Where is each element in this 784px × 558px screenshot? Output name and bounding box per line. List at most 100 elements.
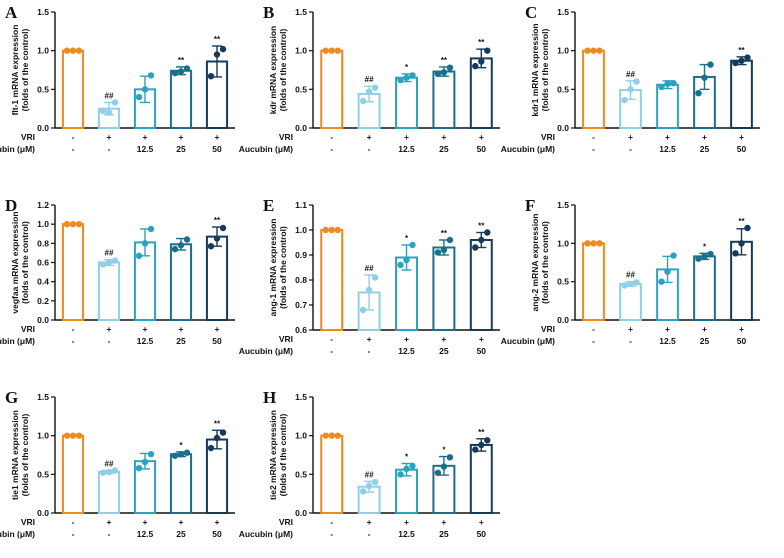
panel-c-data-point: [732, 59, 739, 67]
panel-b-vri-cell: +: [441, 132, 446, 142]
panel-g-letter: G: [5, 388, 18, 407]
panel-c-vri-cell: +: [628, 132, 633, 142]
panel-e-vri-cell: +: [367, 334, 372, 344]
panel-g-vri-cell: +: [143, 517, 148, 527]
panel-f-bar: [619, 282, 642, 322]
panel-d-data-point: [105, 259, 113, 266]
panel-a-data-point: [135, 93, 143, 101]
panel-f-significance: ##: [626, 271, 635, 280]
panel-f-aucubin-row-label: Aucubin (μM): [501, 336, 555, 346]
panel-d-data-point: [111, 257, 119, 264]
panel-e-vri-cell: +: [479, 334, 484, 344]
panel-g-significance: **: [214, 419, 221, 428]
panel-g-data-point: [141, 458, 149, 466]
panel-d-letter: D: [5, 196, 17, 215]
panel-g-data-point: [207, 444, 215, 452]
panel-a-vri-cell: +: [179, 132, 184, 142]
panel-e-ytick-label: 0.6: [295, 325, 307, 335]
panel-d-data-point: [207, 243, 215, 250]
panel-e-ylabel-line2: (folds of the control): [278, 226, 288, 309]
panel-h-ytick-label: 0.0: [295, 508, 307, 518]
panel-d-bar: [61, 223, 85, 322]
panel-b-data-point: [371, 84, 379, 91]
panel-a-ytick-label: 1.5: [37, 7, 49, 17]
panel-c-ylabel-line1: kdr1 mRNA expression: [530, 23, 540, 116]
panel-c-vri-row-label: VRI: [541, 132, 555, 142]
panel-f-aucubin-cell: 50: [737, 336, 747, 346]
panel-h-ylabel-line2: (folds of the control): [278, 414, 288, 497]
panel-h-bar: [469, 443, 493, 514]
panel-c-aucubin-cell: 12.5: [659, 144, 676, 154]
panel-c-bar: [582, 49, 605, 130]
panel-g-ytick-label: 1.0: [37, 431, 49, 441]
panel-f-data-point: [701, 253, 708, 260]
panel-g-bar: [169, 453, 193, 514]
panel-a-vri-row-label: VRI: [21, 132, 35, 142]
panel-e-ytick-label: 0.7: [295, 300, 307, 310]
panel-a-data-point: [147, 72, 155, 79]
panel-b-data-point: [472, 62, 479, 70]
panel-e-bar: [432, 246, 456, 331]
panel-b-data-point: [334, 47, 341, 54]
panel-a-data-point: [141, 86, 149, 93]
panel-b-vri-cell: +: [404, 132, 409, 142]
panel-h-data-point: [334, 432, 341, 439]
panel-b-vri-cell: +: [367, 132, 372, 142]
panel-e-vri-cell: -: [330, 334, 333, 344]
panel-b-data-point: [434, 70, 442, 78]
panel-a-data-point: [111, 99, 119, 106]
panel-h-aucubin-row-label: Aucubin (μM): [239, 529, 293, 539]
panel-b-aucubin-cell: -: [330, 144, 333, 154]
panel-d-data-point: [141, 240, 149, 247]
panel-a-data-point: [177, 68, 185, 75]
panel-b-data-point: [365, 88, 373, 95]
panel-h-data-point: [440, 463, 448, 470]
panel-c-ytick-label: 0.5: [557, 84, 569, 94]
panel-h-ytick-label: 0.5: [295, 469, 307, 479]
panel-a-aucubin-cell: 25: [176, 144, 186, 154]
panel-a-ylabel-line1: flt-1 mRNA expression: [10, 25, 20, 116]
panel-b-data-point: [328, 47, 335, 54]
panel-h-data-point: [365, 482, 373, 490]
panel-d-ytick-label: 0.0: [37, 315, 49, 325]
panel-h-significance: *: [442, 446, 446, 455]
panel-h-vri-cell: +: [441, 517, 446, 527]
panel-d-bar: [97, 261, 121, 321]
panel-f-significance: **: [738, 217, 745, 226]
panel-g-aucubin-cell: -: [72, 529, 75, 539]
panel-f-data-point: [695, 255, 702, 262]
panel-a-ylabel-line2: (folds of the control): [20, 29, 30, 112]
panel-d-data-point: [219, 224, 227, 232]
panel-b-data-point: [446, 64, 454, 71]
panel-f-vri-cell: +: [702, 324, 707, 334]
panel-a-letter: A: [5, 3, 18, 22]
panel-h-ytick-label: 1.5: [295, 392, 307, 402]
panel-g-vri-row-label: VRI: [21, 517, 35, 527]
panel-b-vri-row-label: VRI: [279, 132, 293, 142]
panel-a-data-point: [69, 47, 77, 54]
panel-c-data-point: [738, 57, 745, 64]
panel-e-data-point: [397, 261, 404, 269]
panel-b-data-point: [478, 58, 485, 65]
panel-a-data-point: [207, 72, 215, 80]
panel-h-data-point: [397, 471, 404, 478]
panel-c-data-point: [590, 47, 597, 54]
panel-b-ytick-label: 0.0: [295, 123, 307, 133]
panel-g-data-point: [63, 432, 71, 439]
panel-e-bar: [320, 229, 344, 331]
panel-d-aucubin-cell: 12.5: [137, 336, 154, 346]
panel-g-data-point: [171, 452, 179, 459]
panel-a-data-point: [99, 107, 107, 115]
panel-a-significance: **: [214, 35, 221, 44]
panel-h-data-point: [478, 441, 485, 449]
panel-e-aucubin-cell: -: [368, 346, 371, 356]
panel-c-aucubin-cell: -: [592, 144, 595, 154]
panel-c-significance: **: [738, 46, 745, 55]
panel-e-ytick-label: 0.9: [295, 250, 307, 260]
panel-g-ylabel-line1: tie1 mRNA expression: [10, 410, 20, 500]
panel-b-bar: [432, 70, 456, 130]
panel-b-significance: *: [405, 63, 409, 72]
panel-g-data-point: [111, 467, 119, 474]
panel-f-vri-cell: +: [665, 324, 670, 334]
panel-g-data-point: [135, 464, 143, 472]
